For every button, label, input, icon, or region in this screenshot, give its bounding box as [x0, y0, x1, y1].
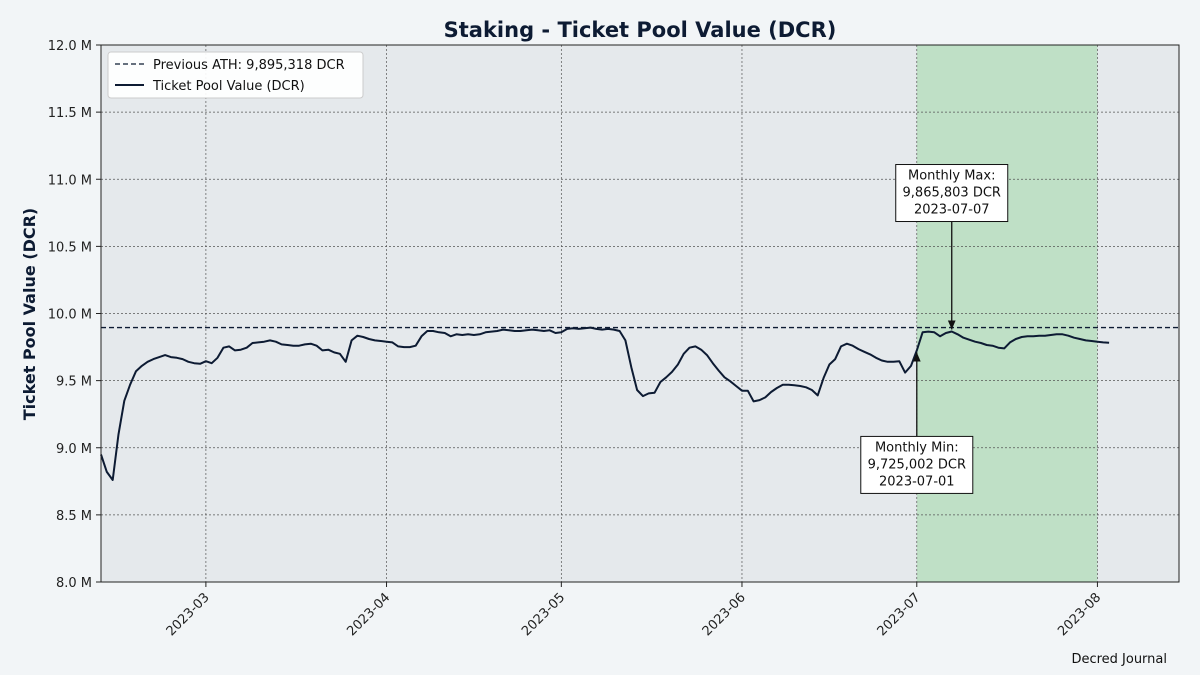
annotation-text: Monthly Min: [875, 440, 959, 455]
y-axis-label: Ticket Pool Value (DCR) [20, 208, 39, 421]
annotation-text: 9,725,002 DCR [868, 457, 966, 472]
x-tick-label: 2023-05 [519, 590, 568, 639]
legend-ath-label: Previous ATH: 9,895,318 DCR [153, 58, 345, 73]
y-tick-label: 9.5 M [56, 375, 92, 390]
annotation-text: 9,865,803 DCR [903, 186, 1001, 201]
plot-frame [100, 44, 1180, 583]
annotation-text: Monthly Max: [908, 169, 995, 184]
y-axis-ticks: 8.0 M 8.5 M 9.0 M 9.5 M 10.0 M 10.5 M 11.0 M 11… [48, 39, 101, 591]
y-tick-label: 12.0 M [48, 39, 92, 54]
legend: Previous ATH: 9,895,318 DCR Ticket Pool … [107, 51, 364, 99]
x-tick-label: 2023-06 [700, 590, 749, 639]
annotations: Monthly Max:9,865,803 DCR2023-07-07Month… [860, 164, 1009, 494]
annotation-box [860, 435, 974, 494]
legend-series-label: Ticket Pool Value (DCR) [152, 79, 305, 94]
x-tick-label: 2023-04 [344, 590, 393, 639]
annotation-text: 2023-07-07 [914, 203, 990, 218]
y-tick-label: 11.0 M [48, 173, 92, 188]
annotation-monthly-max: Monthly Max: 9,865,803 DCR 2023-07-07 [895, 164, 1009, 330]
annotation-box [895, 164, 1009, 223]
annotation-text: 2023-07-01 [879, 474, 955, 489]
y-tick-label: 8.0 M [56, 576, 92, 591]
ticket-pool-value-line [100, 326, 1110, 481]
x-tick-label: 2023-03 [164, 590, 213, 639]
annotation-monthly-min: Monthly Min: 9,725,002 DCR 2023-07-01 [860, 352, 974, 494]
chart-title: Staking - Ticket Pool Value (DCR) [444, 18, 837, 42]
grid-lines [101, 44, 1179, 583]
y-tick-label: 9.0 M [56, 442, 92, 457]
y-tick-label: 10.5 M [48, 240, 92, 255]
footer-credit: Decred Journal [1071, 652, 1167, 667]
y-tick-label: 8.5 M [56, 509, 92, 524]
x-axis-ticks: 2023-03 2023-04 2023-05 2023-06 2023-07 2023-… [164, 582, 1104, 639]
x-tick-label: 2023-08 [1055, 590, 1104, 639]
y-tick-label: 11.5 M [48, 106, 92, 121]
legend-box [107, 51, 364, 99]
x-tick-label: 2023-07 [875, 590, 924, 639]
y-tick-label: 10.0 M [48, 308, 92, 323]
